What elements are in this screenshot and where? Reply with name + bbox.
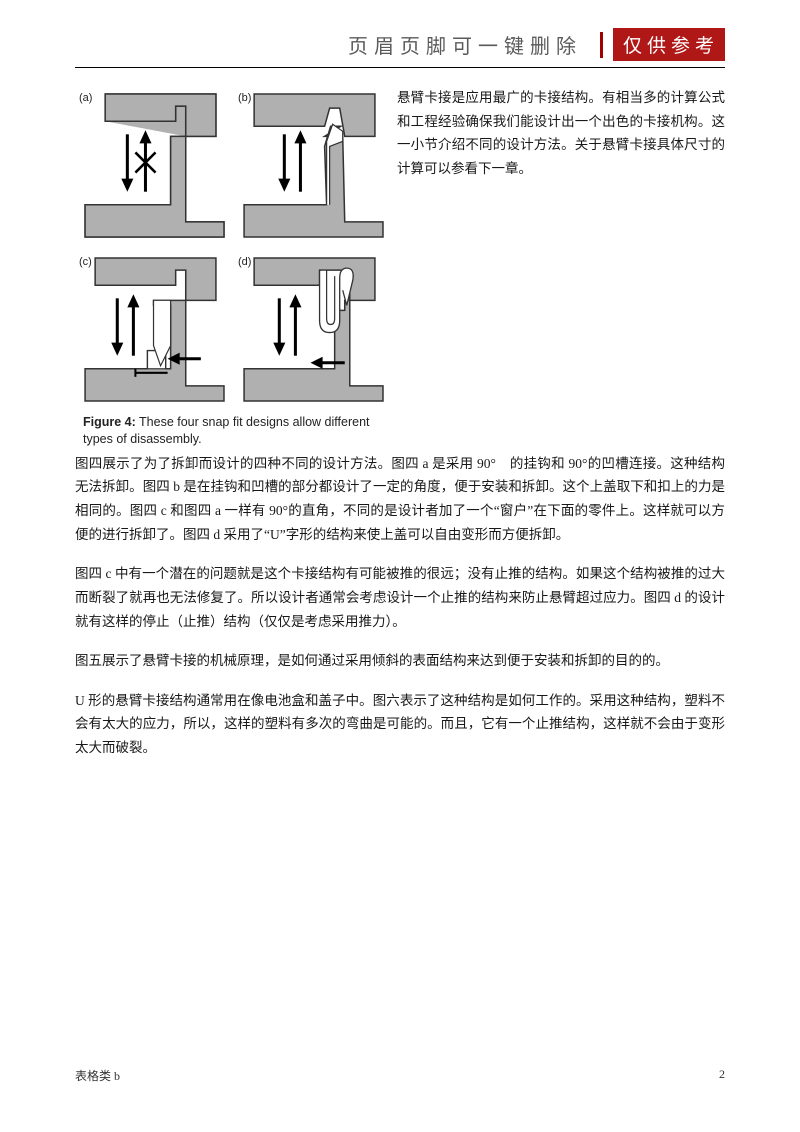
figure-4-caption: Figure 4: These four snap fit designs al…	[75, 414, 385, 448]
figure-4b: (b)	[234, 86, 385, 242]
figure-4a-label: (a)	[79, 92, 92, 104]
paragraph-5: U 形的悬臂卡接结构通常用在像电池盒和盖子中。图六表示了这种结构是如何工作的。采…	[75, 689, 725, 760]
figure-4d-label: (d)	[238, 256, 251, 268]
figure-4b-label: (b)	[238, 92, 251, 104]
figure-4a: (a)	[75, 86, 226, 242]
figure-4c-label: (c)	[79, 256, 92, 268]
paragraph-3: 图四 c 中有一个潜在的问题就是这个卡接结构有可能被推的很远；没有止推的结构。如…	[75, 562, 725, 633]
page-header: 页眉页脚可一键删除 仅供参考	[75, 0, 725, 68]
figure-4: (a)	[75, 86, 385, 448]
figure-4c: (c)	[75, 250, 226, 406]
footer-left: 表格类 b	[75, 1067, 120, 1084]
figure-4d: (d)	[234, 250, 385, 406]
footer-page-number: 2	[719, 1067, 725, 1084]
paragraph-2: 图四展示了为了拆卸而设计的四种不同的设计方法。图四 a 是采用 90° 的挂钩和…	[75, 452, 725, 547]
caption-bold: Figure 4:	[83, 415, 136, 429]
header-title: 页眉页脚可一键删除	[348, 30, 582, 59]
header-divider	[600, 32, 603, 58]
page-footer: 表格类 b 2	[75, 1067, 725, 1084]
header-badge: 仅供参考	[613, 28, 725, 61]
paragraph-4: 图五展示了悬臂卡接的机械原理，是如何通过采用倾斜的表面结构来达到便于安装和拆卸的…	[75, 649, 725, 673]
